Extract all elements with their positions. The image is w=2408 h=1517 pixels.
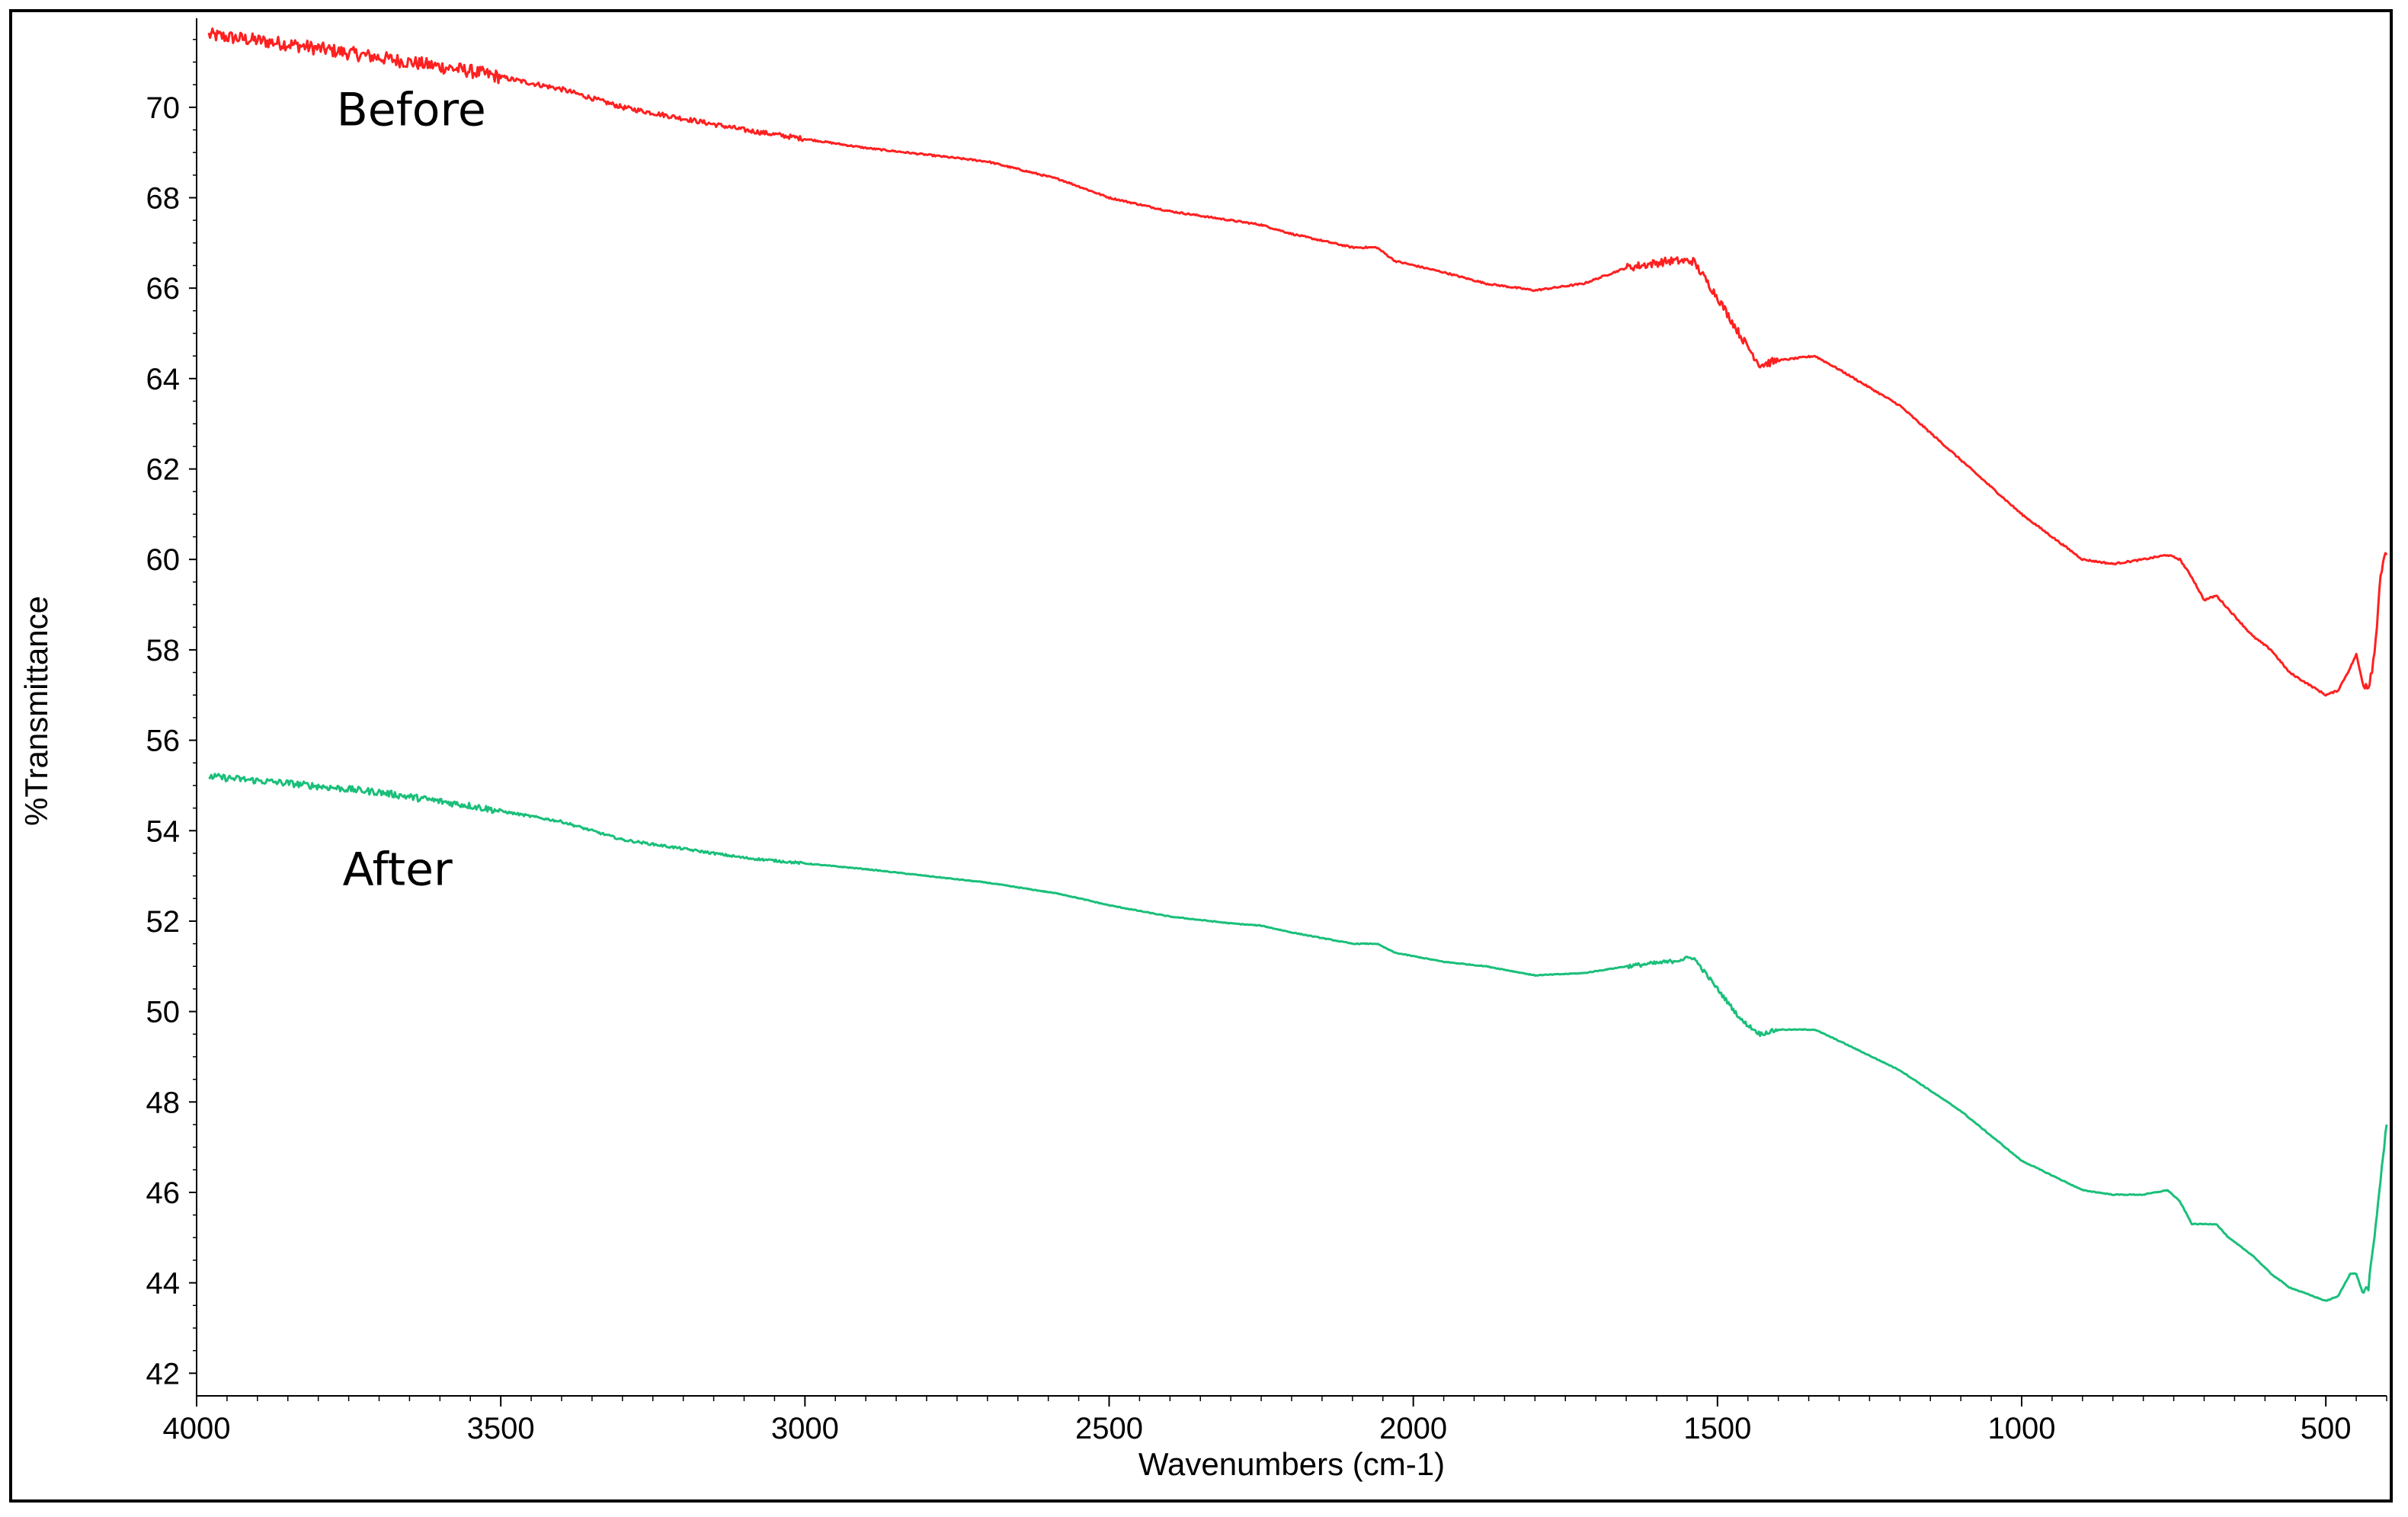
y-tick-label: 52 — [146, 905, 181, 939]
x-tick-label: 2000 — [1379, 1412, 1447, 1445]
y-tick-label: 58 — [146, 634, 181, 667]
series-layer — [207, 27, 2388, 1302]
y-tick-label: 46 — [146, 1176, 181, 1210]
y-axis-label: %Transmittance — [18, 596, 54, 826]
y-tick-label: 42 — [146, 1357, 181, 1391]
y-tick-label: 50 — [146, 996, 181, 1029]
y-tick-label: 64 — [146, 363, 181, 396]
y-tick-label: 70 — [146, 91, 181, 125]
series-line-0 — [207, 27, 2388, 697]
x-tick-label: 3500 — [467, 1412, 535, 1445]
x-tick-label: 1000 — [1988, 1412, 2056, 1445]
y-tick-label: 62 — [146, 453, 181, 487]
y-tick-label: 56 — [146, 725, 181, 758]
y-tick-label: 48 — [146, 1086, 181, 1119]
x-axis-label: Wavenumbers (cm-1) — [1138, 1446, 1445, 1482]
series-line-1 — [208, 773, 2388, 1302]
annotation-after: After — [343, 843, 453, 896]
x-axis: 4000 3500 3000 2500 2000 1500 1000 500 — [163, 1395, 2387, 1445]
x-tick-label: 4000 — [163, 1412, 231, 1445]
y-tick-label: 60 — [146, 543, 181, 577]
x-tick-label: 500 — [2301, 1412, 2352, 1445]
x-tick-label: 1500 — [1683, 1412, 1751, 1445]
y-tick-label: 68 — [146, 181, 181, 215]
x-tick-label: 3000 — [771, 1412, 839, 1445]
y-tick-label: 66 — [146, 272, 181, 306]
y-axis: 42 44 46 48 50 52 54 56 58 60 62 64 66 68 70 — [146, 18, 197, 1396]
y-tick-label: 44 — [146, 1267, 181, 1301]
y-tick-label: 54 — [146, 815, 181, 848]
annotation-before: Before — [337, 84, 486, 137]
annotation-layer: Before After — [337, 84, 486, 897]
chart-frame — [9, 9, 2393, 1503]
x-tick-label: 2500 — [1075, 1412, 1143, 1445]
